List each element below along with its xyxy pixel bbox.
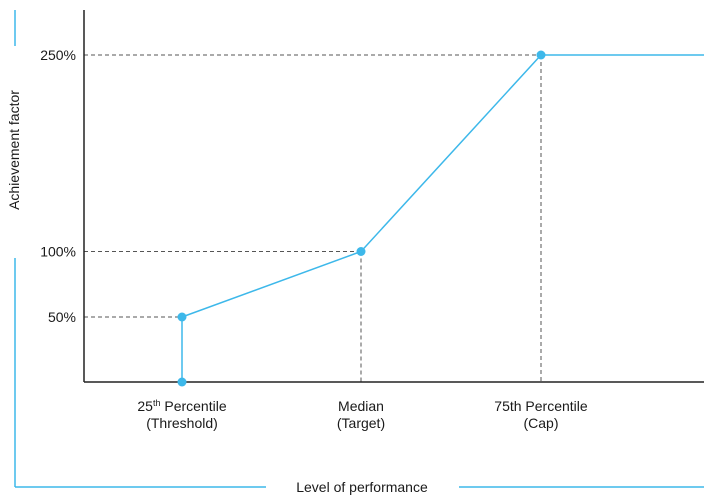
x-category-label: Median — [338, 398, 384, 414]
x-category-sublabel: (Cap) — [523, 415, 558, 431]
y-tick-label: 100% — [40, 244, 76, 260]
data-point — [177, 312, 187, 322]
data-point — [356, 247, 366, 256]
data-point — [177, 377, 187, 387]
x-category-sublabel: (Target) — [337, 415, 385, 431]
x-category-label: 75th Percentile — [494, 398, 588, 414]
y-axis-title: Achievement factor — [6, 90, 22, 210]
series-segment — [360, 54, 542, 253]
series-segment — [181, 250, 362, 318]
x-axis-title: Level of performance — [296, 479, 428, 495]
y-tick-label: 50% — [48, 309, 76, 325]
data-point — [536, 50, 546, 60]
y-tick-label: 250% — [40, 47, 76, 63]
x-category-sublabel: (Threshold) — [146, 415, 218, 431]
x-category-label: 25th Percentile — [137, 398, 226, 414]
